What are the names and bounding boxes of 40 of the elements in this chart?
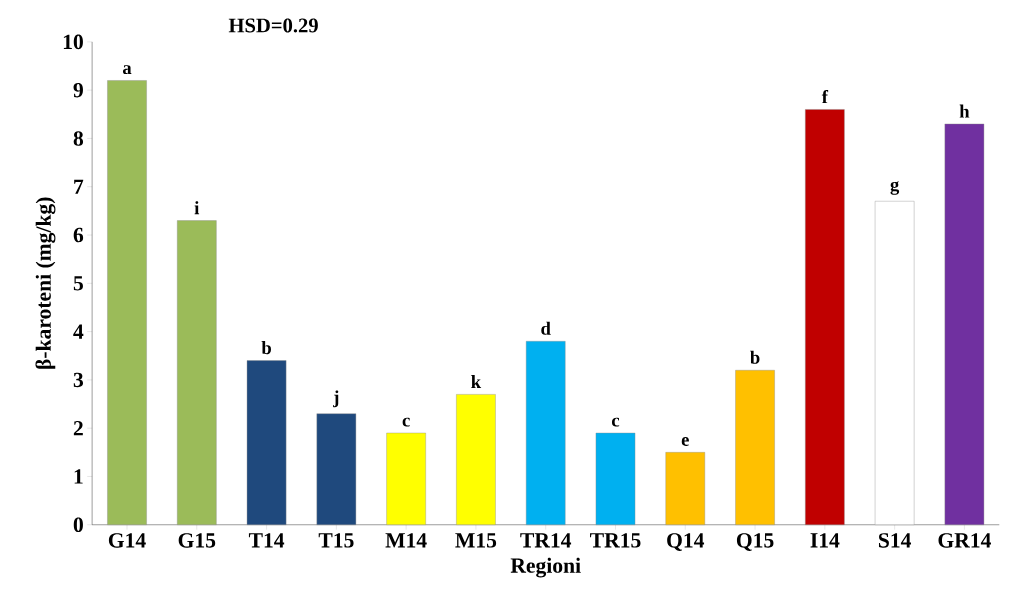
data-label: a [122, 65, 132, 75]
data-label: b [750, 350, 760, 365]
data-label: c [402, 417, 410, 427]
data-label: g [890, 181, 900, 196]
y-tick-label: 7 [74, 179, 84, 195]
x-tick-label: GR14 [938, 533, 991, 548]
x-tick-label: I14 [810, 533, 840, 548]
x-tick-label: Q15 [736, 533, 774, 552]
x-tick-label: G14 [108, 533, 146, 548]
x-axis-title: Regioni [510, 557, 581, 578]
x-tick-label: M15 [455, 533, 497, 548]
data-label: b [261, 341, 271, 355]
x-tick-label: S14 [878, 533, 912, 548]
y-axis-title: β-karoteni (mg/kg) [35, 197, 56, 370]
y-tick-label: 6 [73, 228, 84, 243]
x-tick-label: TR15 [590, 533, 641, 548]
x-tick-label: T14 [248, 533, 285, 548]
data-label: j [333, 390, 339, 408]
data-label: e [681, 437, 689, 447]
data-label: c [611, 417, 620, 427]
x-tick-label: G15 [178, 533, 216, 548]
y-tick-label: 4 [73, 324, 84, 339]
text: HSD=0.29 [228, 18, 318, 33]
y-tick-label: 3 [73, 372, 84, 388]
data-label: k [471, 375, 482, 389]
x-tick-label: M14 [385, 533, 427, 548]
data-label: i [194, 201, 200, 215]
y-tick-label: 1 [74, 469, 83, 484]
y-tick-label: 5 [73, 276, 83, 291]
y-tick-label: 2 [73, 421, 83, 436]
y-tick-label: 0 [73, 517, 83, 533]
x-tick-label: TR14 [520, 533, 572, 548]
data-label: f [821, 90, 829, 104]
y-tick-label: 9 [73, 83, 83, 98]
y-tick-label: 8 [73, 131, 84, 146]
data-label: h [959, 104, 970, 118]
data-label: d [541, 322, 551, 336]
y-tick-label: 10 [63, 34, 83, 50]
x-tick-label: T15 [318, 533, 354, 548]
x-tick-label: Q14 [667, 533, 705, 552]
